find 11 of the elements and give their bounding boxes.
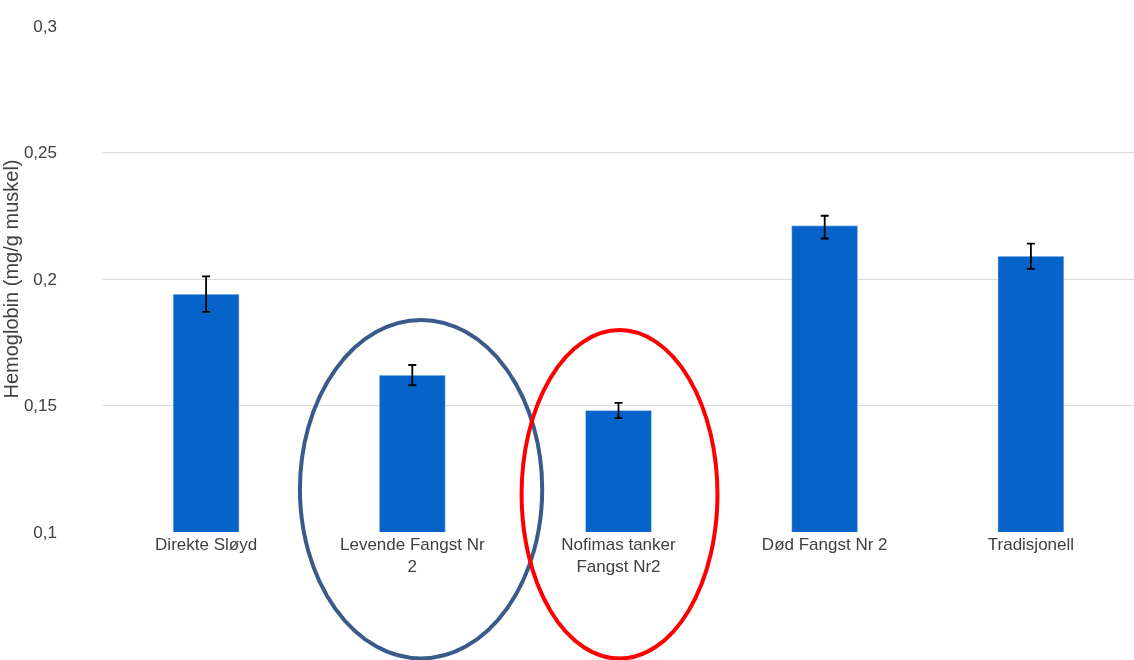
x-tick-label: Levende Fangst Nr 2 (340, 535, 485, 577)
y-tick-label: 0,15 (23, 396, 57, 416)
x-tick-label: Tradisjonell (987, 535, 1075, 554)
x-tick-label: Nofimas tanker Fangst Nr2 (561, 535, 676, 577)
y-tick-label: 0,25 (23, 143, 57, 163)
x-tick-label: Død Fangst Nr 2 (761, 535, 888, 554)
y-axis-title: Hemoglobin (mg/g muskel) (0, 159, 22, 399)
x-tick-label: Direkte Sløyd (155, 535, 258, 554)
y-tick-label: 0,1 (33, 522, 57, 542)
y-tick-label: 0,2 (33, 269, 57, 289)
y-tick-label: 0,3 (33, 16, 57, 36)
